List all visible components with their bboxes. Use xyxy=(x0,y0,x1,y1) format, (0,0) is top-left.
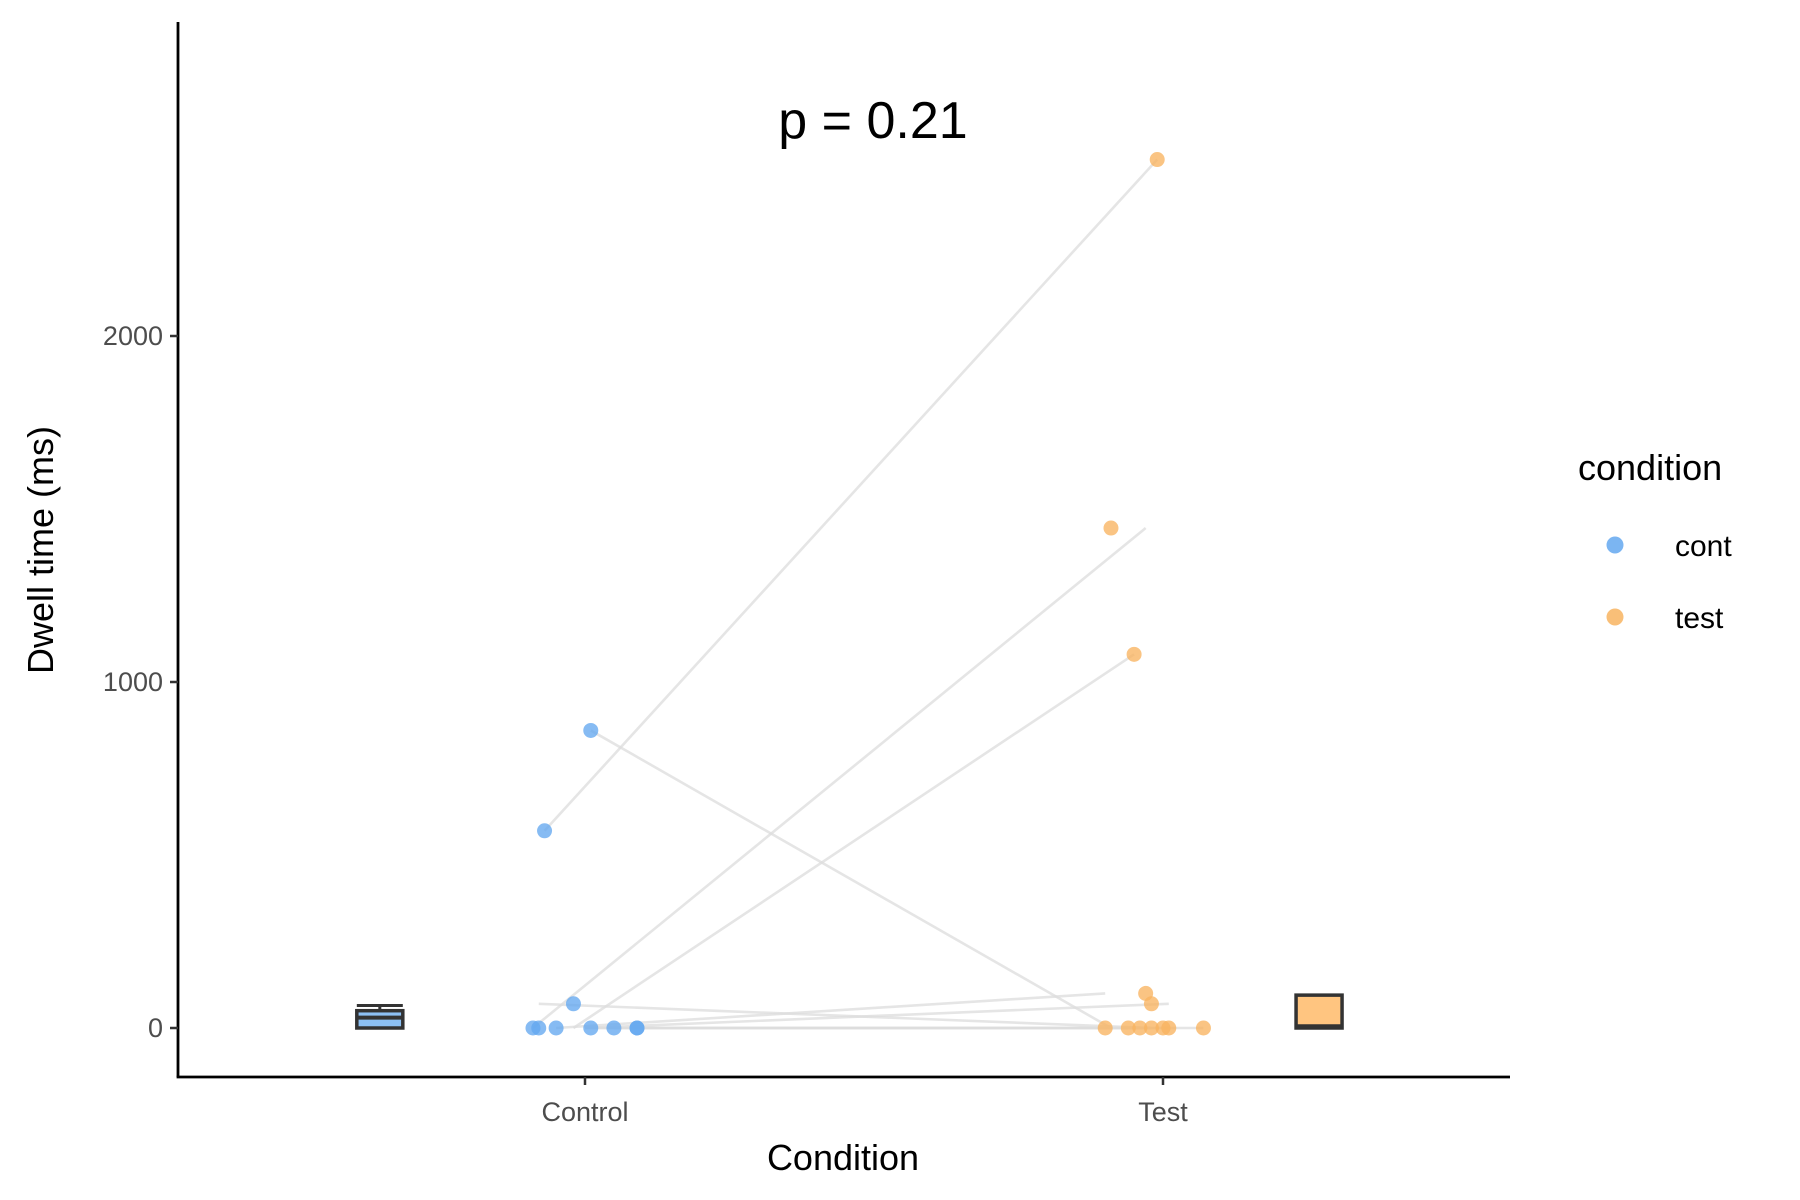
pair-line xyxy=(572,653,1135,1030)
control-point xyxy=(583,722,599,738)
x-tick-label: Test xyxy=(1138,1097,1188,1127)
y-tick-label: 2000 xyxy=(103,321,163,351)
control-point xyxy=(565,996,581,1012)
control-point xyxy=(531,1020,547,1036)
test-point xyxy=(1143,996,1159,1012)
control-point xyxy=(537,823,553,839)
test-point xyxy=(1161,1020,1177,1036)
y-tick-label: 0 xyxy=(148,1013,163,1043)
control-point xyxy=(629,1020,645,1036)
legend: condition cont test xyxy=(1578,447,1732,635)
axes: 0 1000 2000 Control Test xyxy=(103,22,1510,1127)
test-point xyxy=(1143,1020,1159,1036)
boxplots xyxy=(355,993,1344,1030)
y-tick-label: 1000 xyxy=(103,667,163,697)
legend-title: condition xyxy=(1578,447,1722,488)
test-point xyxy=(1097,1020,1113,1036)
x-tick-label: Control xyxy=(541,1097,628,1127)
control-point xyxy=(606,1020,622,1036)
pair-line xyxy=(532,527,1147,1030)
pair-line xyxy=(584,1002,1169,1030)
test-point xyxy=(1120,1020,1136,1036)
control-point xyxy=(548,1020,564,1036)
box-test xyxy=(1294,993,1344,1030)
pair-line xyxy=(590,729,1112,1030)
y-axis-title: Dwell time (ms) xyxy=(20,426,61,674)
x-axis-title: Condition xyxy=(767,1137,919,1178)
pair-line xyxy=(543,158,1159,832)
test-point xyxy=(1195,1020,1211,1036)
legend-label-test: test xyxy=(1675,602,1724,635)
data-points xyxy=(525,152,1211,1036)
legend-key-cont xyxy=(1606,536,1624,554)
p-value-annotation: p = 0.21 xyxy=(778,92,967,150)
test-point xyxy=(1126,646,1142,662)
pair-line xyxy=(556,992,1106,1030)
test-point xyxy=(1149,152,1165,168)
test-point xyxy=(1103,520,1119,536)
pair-line xyxy=(538,1002,1152,1030)
legend-key-test xyxy=(1606,608,1624,626)
control-point xyxy=(583,1020,599,1036)
legend-label-cont: cont xyxy=(1675,530,1732,563)
test-point xyxy=(1132,1020,1148,1036)
pair-lines xyxy=(532,158,1204,1030)
